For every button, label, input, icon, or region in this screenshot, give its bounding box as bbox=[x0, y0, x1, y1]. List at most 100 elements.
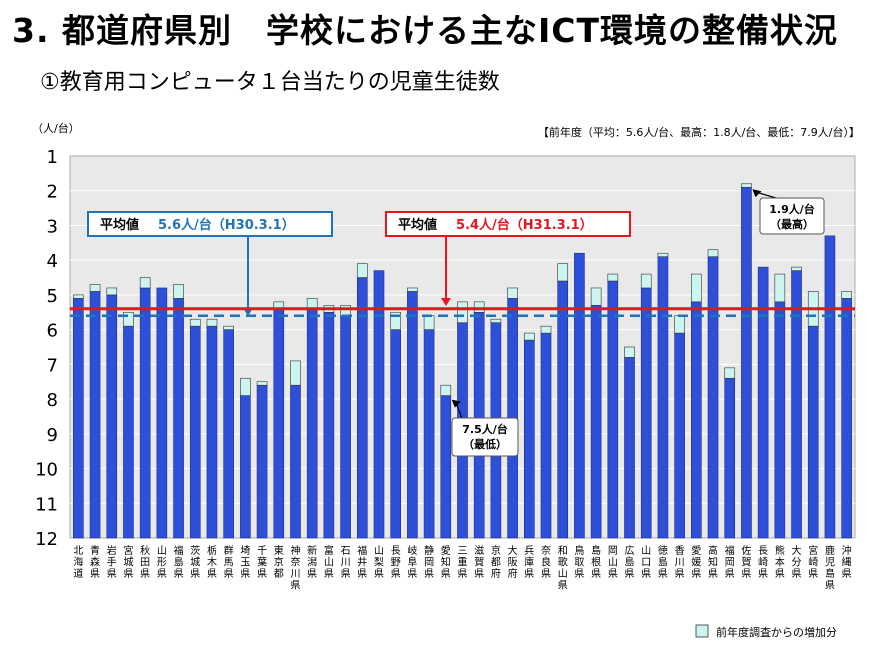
x-tick-label: 岩手県 bbox=[107, 544, 117, 580]
x-tick-label: 茨城県 bbox=[190, 544, 200, 580]
x-tick-label: 沖縄県 bbox=[842, 544, 852, 580]
bar-increase bbox=[707, 249, 719, 258]
page-heading: 3. 都道府県別 学校における主なICT環境の整備状況 bbox=[12, 11, 838, 50]
bar-increase bbox=[741, 183, 752, 188]
bar-increase bbox=[306, 298, 318, 310]
bar bbox=[423, 329, 435, 539]
x-tick-label: 秋田県 bbox=[140, 544, 150, 580]
bar-increase bbox=[139, 277, 151, 289]
bar-increase bbox=[774, 273, 786, 303]
annotation-box bbox=[759, 197, 825, 235]
bar-increase bbox=[791, 266, 802, 271]
bar bbox=[691, 301, 702, 539]
x-tick-label: 栃木県 bbox=[207, 544, 217, 580]
bar bbox=[774, 301, 786, 539]
x-tick-label: 愛知県 bbox=[441, 544, 451, 580]
x-tick-label: 和歌山県 bbox=[558, 545, 568, 592]
bar-increase bbox=[457, 301, 468, 323]
x-tick-label: 熊本県 bbox=[775, 544, 785, 580]
bar-increase bbox=[356, 263, 368, 278]
bar bbox=[523, 339, 535, 539]
bar bbox=[223, 329, 234, 539]
bar-increase bbox=[557, 263, 569, 282]
bar bbox=[89, 291, 101, 539]
bar-increase bbox=[206, 318, 218, 327]
bar-increase bbox=[674, 315, 685, 334]
y-tick-label: 5 bbox=[47, 286, 58, 307]
bar-increase bbox=[123, 311, 134, 327]
legend: 前年度調査からの増加分 bbox=[695, 624, 837, 639]
bar-increase bbox=[423, 315, 435, 330]
bar-increase bbox=[240, 377, 251, 396]
x-tick-label: 山口県 bbox=[641, 545, 651, 580]
bar-increase bbox=[106, 287, 118, 296]
bar bbox=[707, 256, 719, 539]
bar-increase bbox=[523, 332, 535, 341]
page-subheading: ①教育用コンピュータ１台当たりの児童生徒数 bbox=[40, 70, 500, 95]
bar bbox=[407, 291, 418, 539]
x-tick-label: 北海道 bbox=[73, 545, 83, 580]
bar-increase bbox=[89, 284, 101, 292]
bar-increase bbox=[540, 325, 552, 334]
bar bbox=[306, 308, 318, 539]
bar bbox=[557, 280, 569, 539]
bar bbox=[256, 384, 268, 539]
y-tick-label: 10 bbox=[35, 460, 58, 481]
x-tick-label: 香川県 bbox=[675, 545, 685, 580]
bar-increase bbox=[73, 294, 84, 299]
x-tick-label: 奈良県 bbox=[541, 544, 551, 580]
bar bbox=[139, 287, 151, 539]
x-tick-label: 三重県 bbox=[458, 546, 468, 580]
x-tick-label: 岡山県 bbox=[608, 545, 618, 580]
y-tick-label: 9 bbox=[47, 425, 58, 446]
x-tick-label: 福島県 bbox=[174, 544, 184, 580]
x-tick-label: 長崎県 bbox=[758, 545, 768, 580]
annotation-value: 7.5人/台 bbox=[462, 422, 508, 436]
x-tick-label: 新潟県 bbox=[307, 544, 317, 580]
bar-increase bbox=[189, 318, 201, 327]
bar bbox=[791, 270, 802, 539]
bar bbox=[440, 395, 452, 539]
bar bbox=[640, 287, 652, 539]
average-arrow-head bbox=[441, 298, 451, 306]
bar-increase bbox=[490, 318, 502, 323]
x-tick-label: 石川県 bbox=[341, 546, 351, 580]
bar bbox=[189, 325, 201, 539]
bar bbox=[540, 332, 552, 539]
annotation-arrow-head bbox=[451, 399, 461, 408]
bar-increase bbox=[841, 291, 852, 299]
bar-increase bbox=[473, 301, 485, 313]
average-label-box bbox=[385, 211, 631, 237]
bar bbox=[590, 305, 602, 539]
annotation-leader bbox=[756, 191, 777, 199]
bar-increase bbox=[290, 360, 301, 386]
x-tick-label: 岐阜県 bbox=[407, 544, 417, 580]
bar-increase bbox=[340, 305, 351, 317]
bar bbox=[323, 311, 335, 539]
bar-increase bbox=[390, 311, 402, 330]
prev-year-note: 【前年度（平均：5.6人/台、最高：1.8人/台、最低：7.9人/台）】 bbox=[538, 125, 860, 139]
bar bbox=[607, 280, 619, 539]
bar-increase bbox=[691, 273, 702, 303]
average-label-prefix: 平均値 bbox=[398, 217, 437, 233]
bar bbox=[373, 270, 385, 539]
x-tick-label: 群馬県 bbox=[224, 544, 234, 580]
legend-swatch bbox=[695, 624, 709, 638]
annotation-label: （最高） bbox=[770, 217, 814, 231]
y-tick-label: 1 bbox=[47, 147, 58, 168]
x-tick-label: 徳島県 bbox=[658, 544, 668, 580]
bar bbox=[757, 266, 769, 539]
y-tick-label: 3 bbox=[47, 216, 58, 237]
bar bbox=[841, 298, 852, 539]
y-tick-label: 7 bbox=[47, 355, 58, 376]
x-tick-label: 大阪府 bbox=[508, 544, 518, 580]
annotation-arrow-head bbox=[752, 189, 762, 198]
bar bbox=[390, 329, 402, 539]
bar bbox=[657, 256, 669, 539]
average-label-value: 5.4人/台（H31.3.1） bbox=[456, 217, 593, 233]
average-lines: 平均値 5.6人/台（H30.3.1） 平均値 5.4人/台（H31.3.1） bbox=[70, 211, 855, 317]
x-axis: 北海道青森県岩手県宮城県秋田県山形県福島県茨城県栃木県群馬県埼玉県千葉県東京都神… bbox=[73, 544, 851, 592]
bar bbox=[724, 377, 736, 539]
